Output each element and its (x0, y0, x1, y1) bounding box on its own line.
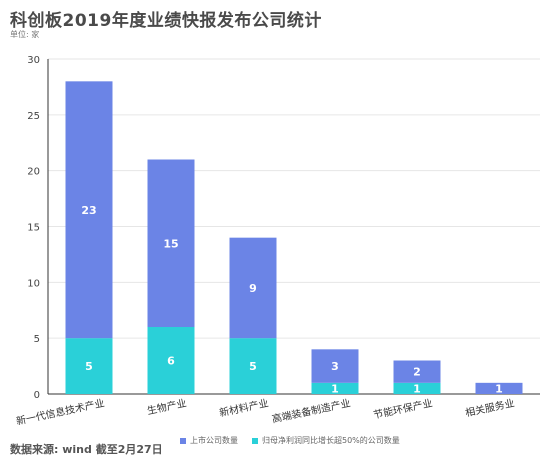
data-label-growth: 5 (85, 360, 93, 373)
category-label: 相关服务业 (464, 396, 516, 419)
data-label-total: 9 (249, 282, 257, 295)
category-label: 生物产业 (146, 396, 188, 417)
y-tick-label: 0 (34, 390, 40, 401)
y-tick-label: 10 (27, 278, 40, 289)
chart-title: 科创板2019年度业绩快报发布公司统计 (10, 11, 322, 31)
data-label-total: 3 (331, 360, 339, 373)
bar-total-segment (311, 349, 359, 383)
data-label-total: 23 (81, 204, 96, 217)
unit-label: 单位: 家 (10, 30, 40, 39)
bar-growth-segment (229, 338, 277, 394)
category-label: 高端装备制造产业 (271, 396, 352, 425)
y-tick-label: 5 (34, 334, 40, 345)
legend-item-total: 上市公司数量 (180, 435, 238, 446)
bar-total-segment (475, 382, 523, 394)
legend-swatch-total (180, 437, 186, 444)
data-label-growth: 5 (249, 360, 257, 373)
y-tick-label: 20 (27, 167, 40, 178)
category-label: 新一代信息技术产业 (15, 396, 106, 427)
bar-growth-segment (311, 382, 359, 394)
legend-label-total: 上市公司数量 (190, 436, 238, 445)
data-label-growth: 1 (331, 382, 339, 395)
legend-item-growth: 归母净利润同比增长超50%的公司数量 (252, 435, 400, 446)
y-tick-label: 25 (27, 111, 40, 122)
bar-total-segment (229, 237, 277, 339)
legend-swatch-growth (252, 437, 258, 444)
data-label-total: 15 (163, 237, 178, 250)
bar-growth-segment (147, 327, 195, 394)
bar-chart: 0 5 10 15 20 25 30 5 23 新一代信息技术产业 6 15 生物产业 5 9 新材料产业 1 3… (15, 55, 540, 428)
data-label-total: 1 (495, 382, 503, 395)
data-source: 数据来源: wind 截至2月27日 (10, 443, 163, 456)
data-label-growth: 1 (413, 382, 421, 395)
y-tick-label: 15 (27, 223, 40, 234)
category-label: 新材料产业 (218, 396, 270, 419)
bar-total-segment (393, 360, 441, 383)
data-label-growth: 6 (167, 355, 175, 368)
category-label: 节能环保产业 (372, 396, 433, 421)
bar-total-segment (65, 81, 113, 339)
bar-total-segment (147, 159, 195, 327)
y-tick-label: 30 (27, 55, 40, 66)
bar-growth-segment (393, 382, 441, 394)
bar-growth-segment (65, 338, 113, 394)
data-label-total: 2 (413, 366, 421, 379)
chart-legend: 上市公司数量 归母净利润同比增长超50%的公司数量 (180, 435, 400, 446)
legend-label-growth: 归母净利润同比增长超50%的公司数量 (262, 436, 400, 445)
